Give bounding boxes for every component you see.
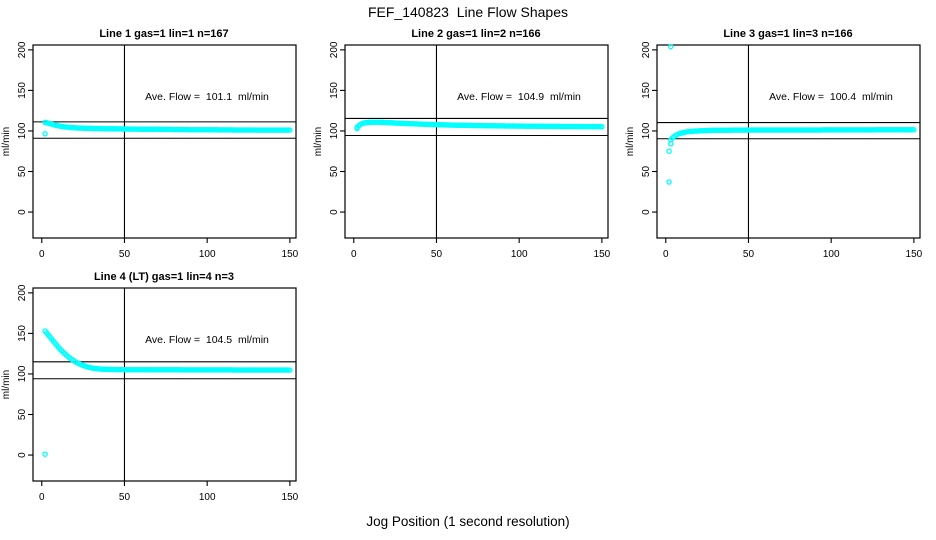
plot-box xyxy=(32,44,297,239)
ave-flow-annotation: Ave. Flow = 104.5 ml/min xyxy=(145,334,269,346)
plot-box xyxy=(344,44,609,239)
y-tick-label: 50 xyxy=(641,166,652,178)
plot-box xyxy=(656,44,921,239)
y-tick-label: 150 xyxy=(17,82,28,99)
data-points xyxy=(354,119,605,132)
figure-title: FEF_140823 Line Flow Shapes xyxy=(367,4,568,20)
x-tick-label: 50 xyxy=(431,249,443,260)
y-axis-unit-label: ml/min xyxy=(625,127,636,156)
x-tick-label: 50 xyxy=(119,249,131,260)
y-tick-label: 150 xyxy=(329,82,340,99)
x-tick-label: 150 xyxy=(594,249,611,260)
flow-point xyxy=(667,141,674,147)
subplot-title: Line 2 gas=1 lin=2 n=166 xyxy=(411,28,540,40)
x-tick-label: 0 xyxy=(663,249,669,260)
subplot-title: Line 1 gas=1 lin=1 n=167 xyxy=(99,28,228,40)
x-tick-label: 150 xyxy=(282,492,299,503)
y-tick-label: 50 xyxy=(17,409,28,421)
y-tick-label: 0 xyxy=(641,209,652,215)
ave-flow-annotation: Ave. Flow = 101.1 ml/min xyxy=(145,91,269,103)
flow-point xyxy=(911,126,917,133)
x-tick-label: 50 xyxy=(119,492,131,503)
y-tick-label: 200 xyxy=(329,41,340,58)
subplot-title: Line 4 (LT) gas=1 lin=4 n=3 xyxy=(94,271,234,283)
x-axis-label: Jog Position (1 second resolution) xyxy=(366,514,570,529)
subplot-line-3: Line 3 gas=1 lin=3 n=166 0 50 100 150 0 50 100 1… xyxy=(624,25,936,268)
flow-point xyxy=(666,179,672,185)
y-tick-label: 100 xyxy=(17,122,28,139)
ave-flow-annotation: Ave. Flow = 100.4 ml/min xyxy=(769,91,893,103)
flow-point xyxy=(666,148,672,154)
y-tick-label: 100 xyxy=(641,122,652,139)
x-tick-label: 100 xyxy=(511,249,528,260)
x-tick-label: 0 xyxy=(351,249,357,260)
x-tick-label: 50 xyxy=(743,249,755,260)
flow-point xyxy=(287,127,293,133)
y-tick-label: 150 xyxy=(641,82,652,99)
subplot-canvas: Line 2 gas=1 lin=2 n=166 0 50 100 150 0 50 100 1… xyxy=(313,28,611,260)
y-axis-unit-label: ml/min xyxy=(1,370,12,399)
data-points xyxy=(666,43,917,185)
y-tick-label: 0 xyxy=(17,452,28,458)
y-tick-label: 0 xyxy=(17,209,28,215)
y-tick-label: 200 xyxy=(17,41,28,58)
flow-point xyxy=(667,43,674,50)
flow-point xyxy=(599,123,605,130)
data-points xyxy=(42,328,293,457)
x-tick-label: 100 xyxy=(199,492,216,503)
x-tick-label: 100 xyxy=(199,249,216,260)
subplot-line-4: Line 4 (LT) gas=1 lin=4 n=3 0 50 100 150 0 50 1… xyxy=(0,268,312,511)
subplot-canvas: Line 3 gas=1 lin=3 n=166 0 50 100 150 0 50 100 1… xyxy=(625,28,923,260)
flow-point xyxy=(354,125,360,132)
y-tick-label: 0 xyxy=(329,209,340,215)
subplot-line-1: Line 1 gas=1 lin=1 n=167 0 50 100 150 0 50 100 1… xyxy=(0,25,312,268)
subplot-title: Line 3 gas=1 lin=3 n=166 xyxy=(723,28,852,40)
subplot-canvas: Line 4 (LT) gas=1 lin=4 n=3 0 50 100 150 0 50 1… xyxy=(1,271,299,503)
subplot-canvas: Line 1 gas=1 lin=1 n=167 0 50 100 150 0 50 100 1… xyxy=(1,28,299,260)
flow-point xyxy=(42,131,48,137)
flow-point xyxy=(287,367,293,373)
x-tick-label: 100 xyxy=(823,249,840,260)
y-axis-unit-label: ml/min xyxy=(1,127,12,156)
subplot-line-2: Line 2 gas=1 lin=2 n=166 0 50 100 150 0 50 100 1… xyxy=(312,25,624,268)
x-tick-label: 150 xyxy=(906,249,923,260)
y-tick-label: 200 xyxy=(641,41,652,58)
y-tick-label: 100 xyxy=(329,122,340,139)
flow-point xyxy=(42,451,48,457)
data-points xyxy=(42,119,293,137)
x-tick-label: 150 xyxy=(282,249,299,260)
y-tick-label: 50 xyxy=(17,166,28,178)
plot-box xyxy=(32,287,297,482)
y-tick-label: 50 xyxy=(329,166,340,178)
y-tick-label: 200 xyxy=(17,284,28,301)
x-tick-label: 0 xyxy=(39,249,45,260)
y-axis-unit-label: ml/min xyxy=(313,127,324,156)
y-tick-label: 150 xyxy=(17,325,28,342)
x-tick-label: 0 xyxy=(39,492,45,503)
y-tick-label: 100 xyxy=(17,365,28,382)
ave-flow-annotation: Ave. Flow = 104.9 ml/min xyxy=(457,91,581,103)
